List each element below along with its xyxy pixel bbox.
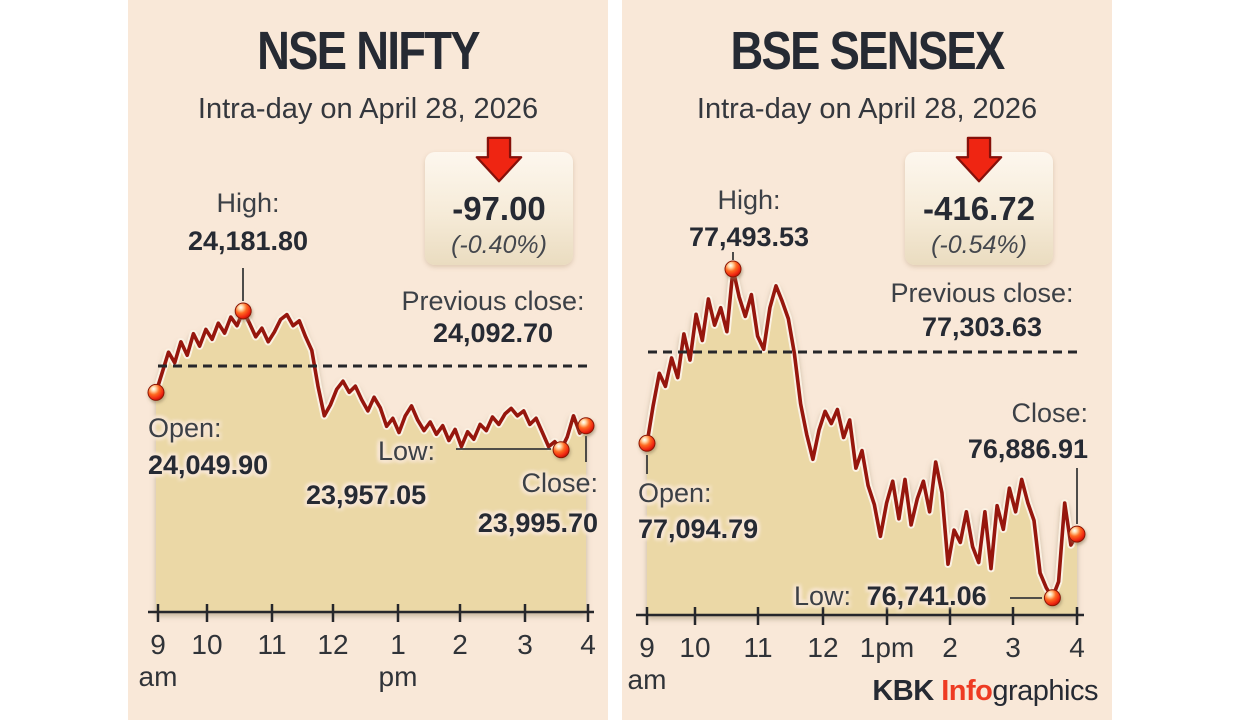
open-marker <box>638 434 656 452</box>
chart-area-group <box>152 307 590 611</box>
price-line <box>154 309 588 452</box>
sensex-open-value: 77,094.79 <box>638 514 759 544</box>
x-axis-label: 2 <box>452 629 468 660</box>
x-axis-label: 4 <box>580 629 596 660</box>
nifty-prev-close-label: Previous close: <box>401 286 585 316</box>
area-fill <box>647 269 1077 614</box>
area-fill <box>156 311 586 611</box>
down-arrow-icon <box>955 136 1003 183</box>
nifty-low-value: 23,957.05 <box>306 480 427 510</box>
x-axis-label: 9 <box>150 629 166 660</box>
sensex-high-label: High: <box>717 185 781 215</box>
nifty-change-percent: (-0.40%) <box>451 231 547 259</box>
nifty-prev-close-value: 24,092.70 <box>432 318 554 348</box>
chart-area-group <box>643 265 1081 614</box>
nifty-low-label: Low: <box>378 436 436 466</box>
nifty-title: NSE NIFTY <box>257 21 480 81</box>
x-axis-label: 12 <box>317 629 348 660</box>
high-marker <box>724 260 742 278</box>
nifty-high-value: 24,181.80 <box>187 226 309 256</box>
sensex-change-percent: (-0.54%) <box>931 231 1027 259</box>
x-axis-label: 9 <box>639 632 655 663</box>
x-axis-label: 10 <box>191 629 222 660</box>
sensex-change-value: -416.72 <box>923 190 1035 227</box>
sensex-open-label: Open: <box>638 478 712 508</box>
nifty-change-value: -97.00 <box>452 190 546 227</box>
sensex-chart: 9 10 11 12 1pm 2 3 4 am <box>628 252 1086 695</box>
close-marker <box>1068 525 1086 543</box>
x-axis-label: 3 <box>1005 632 1021 663</box>
nifty-close-label: Close: <box>521 468 598 498</box>
nifty-close-value: 23,995.70 <box>477 508 598 538</box>
x-axis-am-label: am <box>139 661 178 692</box>
x-axis-label: 1 <box>390 629 406 660</box>
nifty-open-value: 24,049.90 <box>148 450 269 480</box>
x-axis-am-label: am <box>628 664 667 695</box>
nifty-panel: 9 10 11 12 1 2 3 4 am pm NSE NIFTY Intra-day on A… <box>128 0 608 720</box>
sensex-close-label: Close: <box>1011 398 1088 428</box>
nifty-open-label: Open: <box>148 413 222 443</box>
kbk-infographics-credit: KBK Infographics <box>872 675 1098 708</box>
x-axis <box>148 604 594 622</box>
credit-graphics: graphics <box>992 675 1098 707</box>
x-axis-label: 3 <box>517 629 533 660</box>
sensex-prev-close-label: Previous close: <box>890 278 1074 308</box>
x-axis-label: 4 <box>1069 632 1085 663</box>
x-axis-label: 1pm <box>860 632 914 663</box>
price-line <box>645 267 1079 600</box>
sensex-panel: 9 10 11 12 1pm 2 3 4 am BSE SENSEX Intra-day on … <box>622 0 1112 720</box>
nifty-chart: 9 10 11 12 1 2 3 4am pm <box>139 268 596 692</box>
x-axis-label: 10 <box>679 632 710 663</box>
sensex-change-box: -416.72 (-0.54%) <box>905 152 1053 265</box>
x-axis-label: 11 <box>257 629 286 660</box>
x-axis-label: 11 <box>743 632 772 663</box>
nifty-high-label: High: <box>216 188 280 218</box>
sensex-title: BSE SENSEX <box>730 21 1005 81</box>
sensex-low-row: Low: 76,741.06 <box>794 581 987 612</box>
low-marker <box>552 441 570 459</box>
nifty-subtitle: Intra-day on April 28, 2026 <box>197 93 539 125</box>
x-axis-label: 2 <box>942 632 958 663</box>
credit-info: Info <box>941 675 993 707</box>
down-arrow-icon <box>475 136 523 183</box>
x-axis-label: 12 <box>807 632 838 663</box>
low-marker <box>1043 589 1061 607</box>
high-marker <box>234 302 252 320</box>
sensex-low-value: 76,741.06 <box>866 581 987 611</box>
sensex-prev-close-value: 77,303.63 <box>921 312 1043 342</box>
sensex-low-label: Low: <box>794 581 852 611</box>
credit-kbk: KBK <box>872 675 942 707</box>
x-axis-pm-label: pm <box>379 661 418 692</box>
sensex-subtitle: Intra-day on April 28, 2026 <box>696 93 1038 125</box>
sensex-close-value: 76,886.91 <box>967 434 1088 464</box>
close-marker <box>577 417 595 435</box>
x-axis <box>636 607 1084 625</box>
sensex-high-value: 77,493.53 <box>688 222 810 252</box>
open-marker <box>147 383 165 401</box>
